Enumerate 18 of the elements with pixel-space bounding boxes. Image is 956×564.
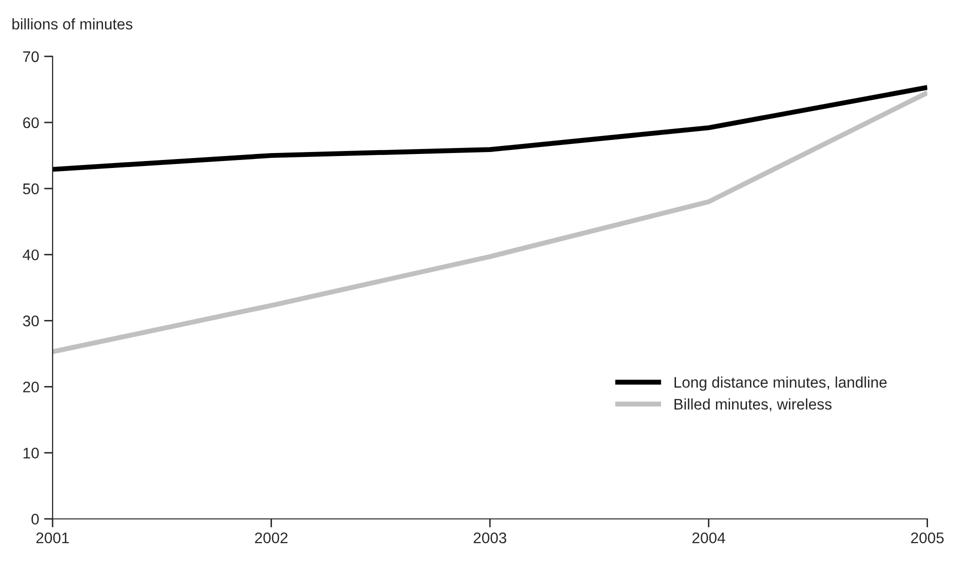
y-tick-label: 60 xyxy=(23,117,39,128)
x-tick-label: 2004 xyxy=(692,532,726,544)
x-tick-label: 2003 xyxy=(474,532,506,544)
x-tick-label: 2001 xyxy=(36,532,69,544)
y-tick-label: 40 xyxy=(22,249,39,260)
y-tick-label: 70 xyxy=(23,51,39,62)
legend-label: Billed minutes, wireless xyxy=(674,398,832,412)
legend-label: Long distance minutes, landline xyxy=(674,376,887,391)
y-tick-label: 50 xyxy=(23,183,39,194)
y-tick-label: 20 xyxy=(23,382,39,392)
y-tick-label: 30 xyxy=(22,316,39,326)
y-axis-title: billions of minutes xyxy=(12,18,132,30)
x-tick-label: 2002 xyxy=(255,532,288,544)
y-tick-label: 0 xyxy=(31,514,39,525)
line-series xyxy=(52,85,928,172)
x-tick-label: 2005 xyxy=(911,532,944,544)
y-tick-label: 10 xyxy=(24,448,39,458)
line-series xyxy=(52,90,928,354)
